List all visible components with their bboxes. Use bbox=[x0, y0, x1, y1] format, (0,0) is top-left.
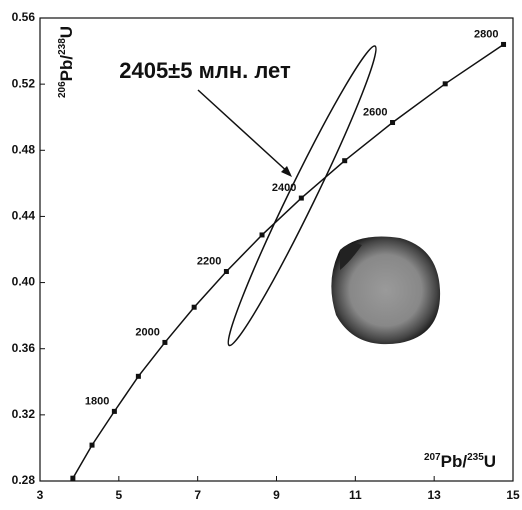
y-tick-label: 0.28 bbox=[12, 473, 36, 487]
y-axis-label: 206Pb/238U bbox=[57, 26, 77, 98]
y-tick-label: 0.56 bbox=[12, 10, 36, 24]
concordia-point bbox=[501, 41, 507, 47]
concordia-point bbox=[390, 120, 396, 126]
x-label-part: 207 bbox=[424, 452, 441, 463]
y-tick-label: 0.40 bbox=[12, 275, 36, 289]
concordia-point bbox=[442, 81, 448, 87]
x-tick-label: 13 bbox=[427, 488, 441, 502]
plot-frame bbox=[39, 17, 514, 482]
x-label-part: 235 bbox=[467, 452, 484, 463]
concordia-point bbox=[223, 268, 229, 274]
concordia-line bbox=[72, 43, 504, 479]
x-axis-label: 207Pb/235U bbox=[424, 452, 496, 472]
x-label-part: U bbox=[484, 452, 496, 471]
x-tick-label: 9 bbox=[273, 488, 280, 502]
concordia-point bbox=[191, 304, 197, 310]
annotation-arrow bbox=[197, 89, 291, 175]
concordia-point bbox=[259, 232, 265, 238]
y-tick-label: 0.44 bbox=[12, 209, 36, 223]
x-tick-label: 15 bbox=[506, 488, 520, 502]
zircon-grain bbox=[331, 236, 441, 345]
y-label-part: U bbox=[57, 26, 76, 38]
x-tick-label: 11 bbox=[349, 488, 362, 502]
age-label: 2800 bbox=[474, 28, 498, 40]
concordia-point bbox=[70, 475, 76, 481]
y-tick-label: 0.48 bbox=[12, 142, 36, 156]
error-ellipse bbox=[227, 45, 377, 347]
age-label: 1800 bbox=[85, 395, 109, 407]
y-tick-label: 0.36 bbox=[12, 341, 36, 355]
y-label-part: Pb/ bbox=[57, 55, 76, 82]
concordia-point bbox=[342, 158, 348, 164]
x-tick-label: 5 bbox=[115, 488, 122, 502]
x-tick-label: 3 bbox=[37, 488, 44, 502]
grain-shadow bbox=[340, 243, 362, 270]
concordia-point bbox=[89, 442, 95, 448]
arrow-head bbox=[281, 166, 292, 177]
y-label-part: 238 bbox=[57, 38, 68, 55]
concordia-point bbox=[135, 373, 141, 379]
age-label: 2400 bbox=[272, 182, 296, 194]
y-label-part: 206 bbox=[57, 81, 68, 98]
x-tick-label: 7 bbox=[194, 488, 201, 502]
annotation: 2405±5 млн. лет bbox=[119, 58, 291, 83]
concordia-point bbox=[298, 195, 304, 201]
y-tick-label: 0.52 bbox=[12, 76, 36, 90]
age-label: 2600 bbox=[363, 106, 387, 118]
y-tick-label: 0.32 bbox=[12, 407, 36, 421]
concordia-point bbox=[111, 408, 117, 414]
concordia-point bbox=[162, 339, 168, 345]
age-label: 2000 bbox=[135, 326, 159, 338]
x-label-part: Pb/ bbox=[441, 452, 468, 471]
age-label: 2200 bbox=[197, 255, 221, 267]
